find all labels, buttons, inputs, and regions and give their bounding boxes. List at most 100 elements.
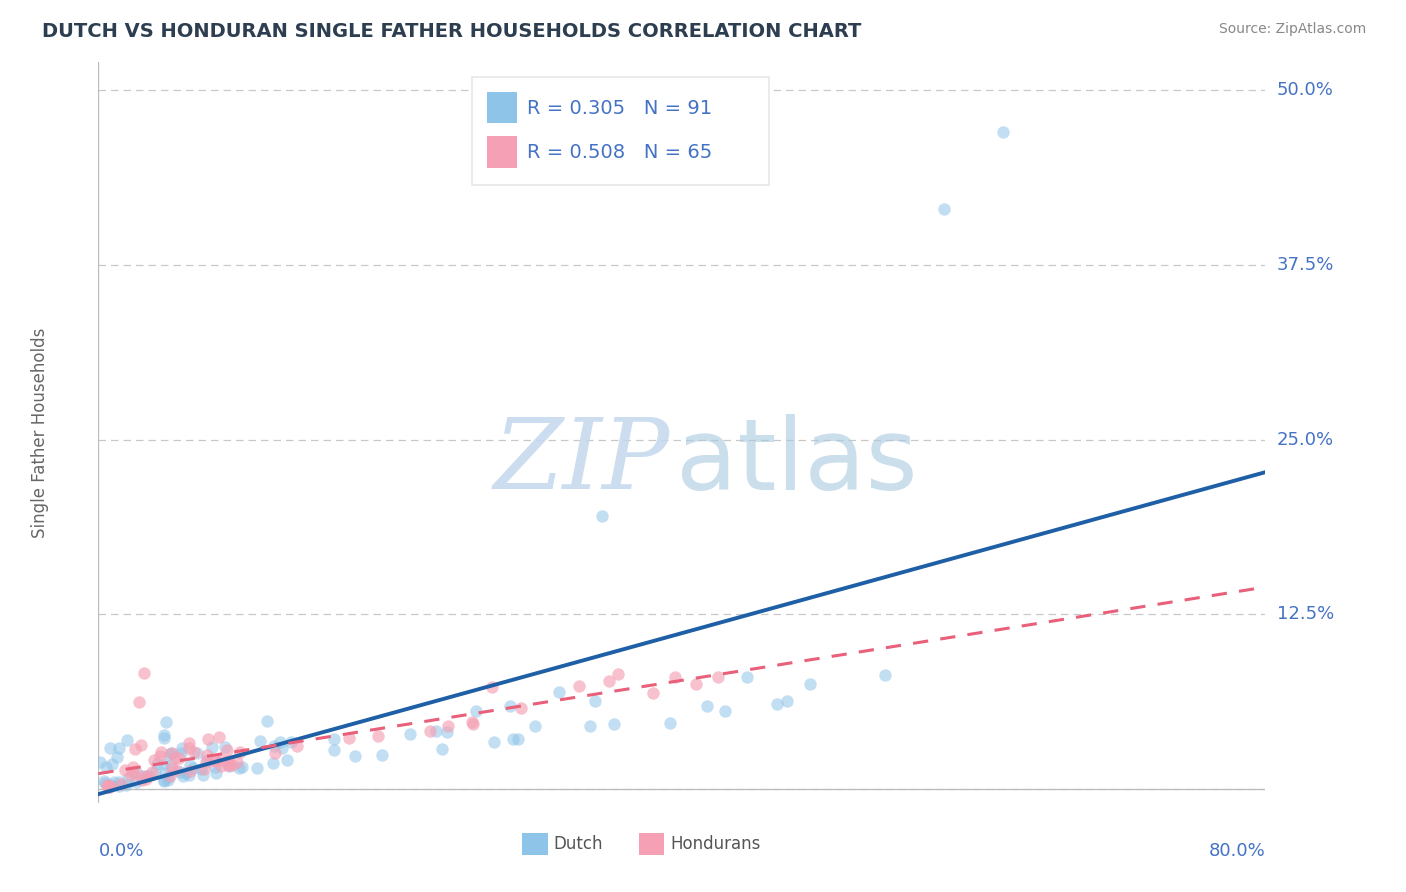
Point: [461, 716, 484, 731]
Point: [131, 773, 153, 788]
Point: [591, 509, 613, 524]
Text: atlas: atlas: [676, 414, 918, 511]
Point: [367, 730, 389, 744]
Point: [269, 735, 291, 749]
Point: [197, 731, 219, 746]
Point: [228, 761, 250, 775]
Point: [114, 778, 136, 792]
Point: [193, 768, 215, 782]
Text: ZIP: ZIP: [494, 415, 671, 510]
Text: Source: ZipAtlas.com: Source: ZipAtlas.com: [1219, 22, 1367, 37]
Point: [143, 753, 166, 767]
Point: [205, 755, 228, 769]
Point: [117, 772, 139, 786]
Point: [125, 764, 148, 779]
Point: [707, 670, 730, 684]
Point: [201, 740, 224, 755]
Point: [179, 767, 201, 781]
Point: [103, 775, 125, 789]
Point: [568, 679, 591, 693]
Point: [799, 677, 821, 691]
Text: 0.0%: 0.0%: [98, 842, 143, 860]
Point: [322, 731, 344, 746]
Point: [156, 772, 179, 787]
Point: [583, 694, 606, 708]
Point: [153, 772, 176, 787]
Point: [129, 769, 152, 783]
Point: [160, 746, 183, 760]
Point: [399, 727, 422, 741]
Point: [179, 736, 201, 750]
Point: [195, 748, 218, 763]
Point: [714, 704, 737, 718]
Point: [105, 750, 128, 764]
Point: [464, 704, 486, 718]
Point: [153, 731, 176, 745]
Point: [134, 769, 156, 783]
Point: [344, 748, 367, 763]
Point: [603, 716, 626, 731]
Text: Single Father Households: Single Father Households: [31, 327, 49, 538]
Point: [94, 776, 117, 790]
Point: [484, 735, 506, 749]
Point: [204, 759, 226, 773]
Text: Dutch: Dutch: [554, 835, 603, 853]
Point: [195, 753, 218, 767]
Point: [165, 763, 187, 777]
Point: [209, 753, 232, 767]
Point: [160, 758, 183, 772]
Point: [179, 741, 201, 756]
Point: [323, 742, 346, 756]
Point: [641, 686, 664, 700]
Point: [153, 728, 176, 742]
Point: [419, 724, 441, 739]
Point: [155, 714, 177, 729]
Point: [174, 765, 197, 780]
Point: [430, 741, 453, 756]
Point: [181, 761, 204, 775]
Point: [425, 723, 447, 738]
Point: [461, 714, 484, 729]
Point: [658, 715, 681, 730]
Point: [167, 751, 190, 765]
Point: [502, 731, 524, 746]
FancyBboxPatch shape: [638, 833, 665, 855]
Point: [226, 756, 249, 770]
Point: [221, 758, 243, 772]
Point: [371, 747, 394, 762]
Point: [96, 778, 118, 792]
Point: [263, 739, 285, 753]
Point: [776, 694, 799, 708]
Point: [498, 699, 520, 714]
Point: [664, 670, 686, 684]
Point: [98, 741, 121, 756]
Point: [125, 774, 148, 789]
FancyBboxPatch shape: [522, 833, 548, 855]
Point: [107, 780, 129, 794]
Point: [481, 680, 503, 694]
Point: [209, 759, 232, 773]
Point: [264, 746, 287, 760]
FancyBboxPatch shape: [472, 78, 769, 185]
Text: 37.5%: 37.5%: [1277, 256, 1334, 274]
Point: [155, 765, 177, 780]
Point: [685, 676, 707, 690]
Point: [163, 751, 186, 765]
Point: [190, 762, 212, 776]
Point: [108, 775, 131, 789]
Text: DUTCH VS HONDURAN SINGLE FATHER HOUSEHOLDS CORRELATION CHART: DUTCH VS HONDURAN SINGLE FATHER HOUSEHOL…: [42, 22, 862, 41]
Point: [114, 763, 136, 777]
Point: [179, 764, 201, 779]
Point: [271, 740, 294, 755]
Point: [143, 764, 166, 779]
Point: [735, 670, 758, 684]
Point: [153, 757, 176, 772]
Point: [159, 747, 181, 761]
Point: [208, 731, 231, 745]
Point: [150, 745, 173, 759]
Point: [124, 742, 146, 756]
Point: [89, 755, 111, 769]
Point: [97, 780, 120, 794]
Point: [108, 740, 131, 755]
Point: [262, 756, 284, 771]
